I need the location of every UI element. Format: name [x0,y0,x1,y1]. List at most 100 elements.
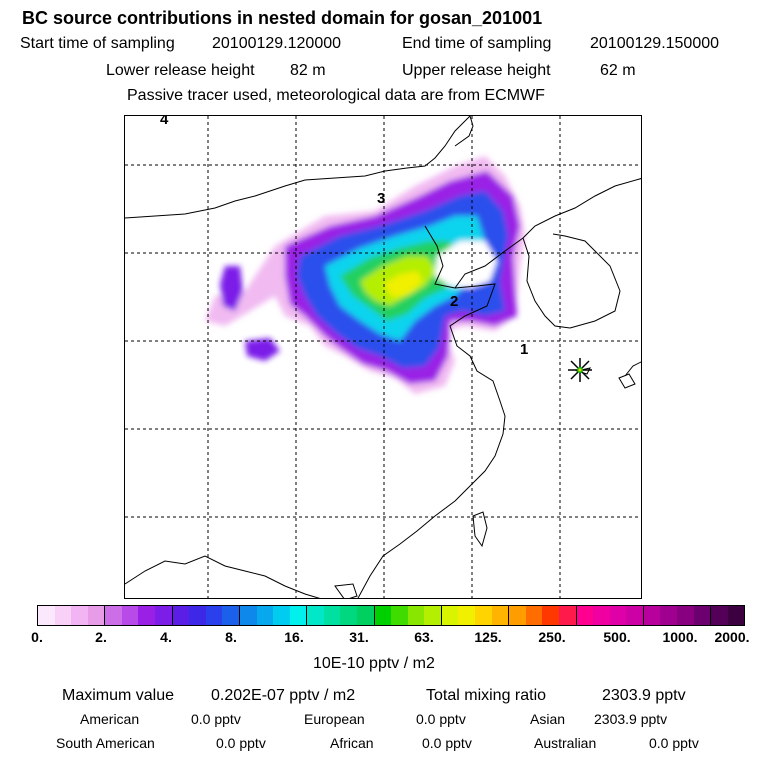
colorbar-swatch [693,606,712,625]
region-value: 0.0 pptv [191,711,241,727]
colorbar-swatch [441,606,459,625]
colorbar-swatch [643,606,661,625]
region-value: 2303.9 pptv [594,711,668,727]
colorbar-swatch [424,606,442,625]
plume-purple-south [245,338,280,361]
region-name: Asian [530,711,566,727]
colorbar-swatch [54,606,72,625]
marker-4: 4 [160,116,169,128]
colorbar-tick: 63. [414,629,434,645]
colorbar-tick: 31. [349,629,369,645]
colorbar-tick: 4. [160,629,172,645]
colorbar-tick: 0. [31,629,43,645]
end-time-value: 20100129.150000 [590,35,720,52]
russia-border [125,116,471,219]
kyushu [618,373,636,389]
region-name: European [304,711,365,727]
colorbar-swatch [121,606,139,625]
korea-east [552,233,621,329]
region-name: South American [56,735,155,751]
colorbar-tick: 250. [538,629,566,645]
colorbar-swatch [105,606,122,625]
colorbar-swatch [87,606,106,625]
colorbar-swatch [458,606,476,625]
colorbar-swatch [626,606,644,625]
start-time-value: 20100129.120000 [212,35,342,52]
total-mixing-value: 2303.9 pptv [602,687,686,704]
upper-release-value: 62 m [600,62,636,79]
colorbar-tick: 2000. [714,629,750,645]
colorbar-swatch [407,606,425,625]
end-time-label: End time of sampling [402,35,552,52]
colorbar-swatch [593,606,610,625]
colorbar-swatch [711,606,728,625]
region-value: 0.0 pptv [422,735,472,751]
region-name: African [330,735,374,751]
colorbar-swatch [525,606,543,625]
colorbar-swatch [660,606,677,625]
max-value-label: Maximum value [62,687,175,704]
start-time-label: Start time of sampling [20,35,175,52]
plume-yellow [383,271,423,298]
plume-purple-west [220,266,243,311]
colorbar-swatch [323,606,341,625]
colorbar-unit: 10E-10 pptv / m2 [313,655,435,672]
marker-1: 1 [520,341,528,358]
plume [205,156,525,394]
colorbar-swatch [222,606,240,625]
colorbar-swatch [475,606,492,625]
colorbar-swatch [38,606,55,625]
colorbar [37,605,745,626]
marker-3: 3 [377,190,385,207]
colorbar-swatch [205,606,223,625]
marker-2: 2 [450,293,458,310]
colorbar-tick: 500. [603,629,631,645]
colorbar-swatch [138,606,156,625]
colorbar-swatch [71,606,88,625]
colorbar-swatch [558,606,577,625]
colorbar-swatch [509,606,526,625]
colorbar-swatch [491,606,510,625]
map-panel: 4 3 2 1 [124,115,642,599]
colorbar-swatch [356,606,375,625]
tracer-note: Passive tracer used, meteorological data… [127,87,545,104]
colorbar-swatch [273,606,290,625]
total-mixing-label: Total mixing ratio [426,687,547,704]
korea-west [522,237,571,329]
map-canvas: 4 3 2 1 [125,116,641,598]
page-title: BC source contributions in nested domain… [22,8,543,28]
colorbar-tick: 1000. [662,629,698,645]
colorbar-swatch [576,606,594,625]
colorbar-tick: 8. [225,629,237,645]
hainan [334,583,358,598]
bohai-north [454,178,641,289]
china-coast [357,225,506,598]
sw-border [125,555,321,598]
colorbar-swatch [727,606,745,625]
colorbar-swatch [374,606,392,625]
colorbar-swatch [189,606,206,625]
region-name: American [80,711,140,727]
region-value: 0.0 pptv [416,711,466,727]
colorbar-tick: 2. [95,629,107,645]
region-value: 0.0 pptv [216,735,266,751]
colorbar-swatch [609,606,627,625]
colorbar-swatch [676,606,694,625]
colorbar-swatch [391,606,408,625]
japan-south [624,361,641,377]
colorbar-swatch [155,606,173,625]
lower-release-value: 82 m [290,62,326,79]
upper-release-label: Upper release height [402,62,551,79]
colorbar-tick: 125. [474,629,502,645]
colorbar-swatch [239,606,257,625]
coastlines [125,116,641,598]
lower-release-label: Lower release height [106,62,255,79]
colorbar-tick: 16. [284,629,304,645]
colorbar-swatch [542,606,559,625]
grid [125,116,641,598]
colorbar-swatch [340,606,357,625]
colorbar-swatch [307,606,324,625]
colorbar-swatch [289,606,308,625]
region-value: 0.0 pptv [649,735,699,751]
colorbar-swatch [256,606,274,625]
